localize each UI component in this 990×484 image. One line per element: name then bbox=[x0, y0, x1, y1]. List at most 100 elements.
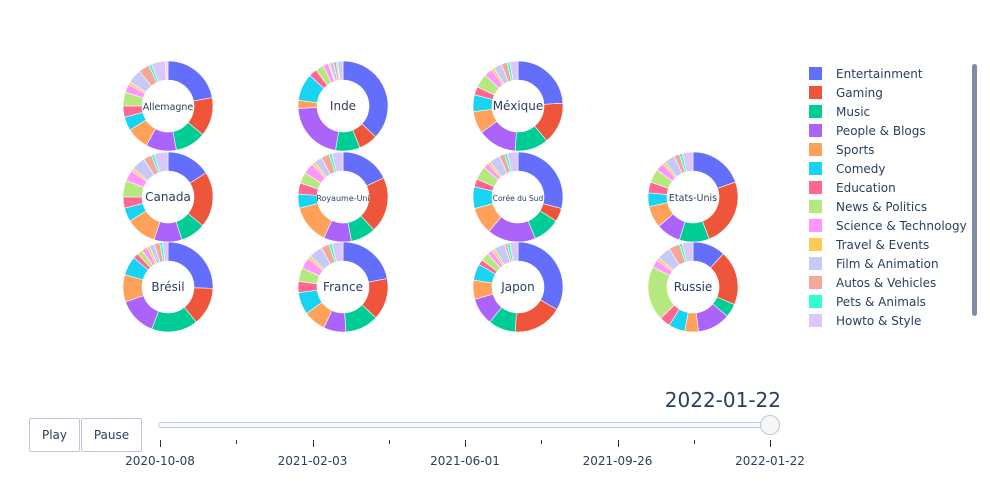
legend-swatch bbox=[809, 257, 822, 270]
legend-label: Music bbox=[836, 104, 871, 119]
slice-howto-style[interactable] bbox=[331, 151, 344, 173]
slice-howto-style[interactable] bbox=[509, 241, 519, 262]
slider-tick-label[interactable]: 2022-01-22 bbox=[735, 454, 805, 468]
legend-swatch bbox=[809, 200, 822, 213]
slider-tick-label[interactable]: 2020-10-08 bbox=[125, 454, 195, 468]
donut-center-label: Brésil bbox=[151, 280, 184, 294]
legend-item[interactable]: Entertainment bbox=[804, 64, 923, 83]
legend-swatch bbox=[809, 86, 822, 99]
legend-label: Entertainment bbox=[836, 66, 923, 81]
legend-item[interactable]: Gaming bbox=[804, 83, 883, 102]
slider-minor-tick bbox=[693, 440, 695, 444]
slider-track[interactable] bbox=[158, 422, 774, 428]
slice-howto-style[interactable] bbox=[337, 60, 344, 81]
slice-gaming[interactable] bbox=[702, 181, 739, 240]
legend-swatch bbox=[809, 238, 822, 251]
slider-major-tick bbox=[465, 440, 466, 447]
donut-br-sil[interactable]: Brésil bbox=[122, 241, 214, 333]
slice-howto-style[interactable] bbox=[153, 151, 169, 173]
slice-entertainment[interactable] bbox=[517, 241, 564, 310]
legend-item[interactable]: Comedy bbox=[804, 159, 886, 178]
slice-howto-style[interactable] bbox=[162, 241, 169, 262]
legend-item[interactable]: News & Politics bbox=[804, 197, 927, 216]
slider-tick-label[interactable]: 2021-06-01 bbox=[430, 454, 500, 468]
slice-howto-style[interactable] bbox=[681, 241, 694, 263]
slice-entertainment[interactable] bbox=[692, 151, 736, 189]
legend-label: Science & Technology bbox=[836, 218, 967, 233]
legend-label: Sports bbox=[836, 142, 875, 157]
donut-japon[interactable]: Japon bbox=[472, 241, 564, 333]
slider-handle[interactable] bbox=[760, 415, 780, 435]
donut-center-label: Japon bbox=[500, 280, 534, 294]
legend-label: Education bbox=[836, 180, 896, 195]
donut-center-label: Allemagne bbox=[143, 102, 194, 113]
slice-entertainment[interactable] bbox=[342, 241, 388, 283]
legend-label: Autos & Vehicles bbox=[836, 275, 937, 290]
play-button[interactable]: Play bbox=[29, 418, 80, 452]
donut-france[interactable]: France bbox=[297, 241, 389, 333]
legend-label: Howto & Style bbox=[836, 313, 922, 328]
slider-major-tick bbox=[312, 440, 314, 447]
legend-label: Film & Animation bbox=[836, 256, 939, 271]
donut-center-label: Inde bbox=[330, 99, 356, 113]
donut-center-label: Etats-Unis bbox=[669, 193, 717, 204]
slice-entertainment[interactable] bbox=[517, 60, 564, 105]
legend-item[interactable]: Sports bbox=[804, 140, 874, 159]
slider-major-tick bbox=[770, 440, 771, 447]
legend-swatch bbox=[809, 67, 822, 80]
slider-tick-label[interactable]: 2021-09-26 bbox=[582, 454, 653, 468]
donut-center-label: France bbox=[323, 280, 363, 294]
legend-scrollbar[interactable] bbox=[972, 64, 977, 316]
legend-item[interactable]: Travel & Events bbox=[804, 235, 929, 254]
slider-minor-tick bbox=[236, 440, 238, 444]
slider-minor-tick bbox=[388, 440, 390, 444]
slice-howto-style[interactable] bbox=[331, 241, 344, 263]
donut-etats-unis[interactable]: Etats-Unis bbox=[647, 151, 739, 243]
slider-major-tick bbox=[160, 440, 161, 447]
slider-tick-label[interactable]: 2021-02-03 bbox=[277, 454, 348, 468]
donut-center-label: Russie bbox=[674, 280, 713, 294]
legend-swatch bbox=[809, 143, 822, 156]
slice-people-blogs[interactable] bbox=[297, 107, 339, 151]
slice-howto-style[interactable] bbox=[506, 151, 519, 173]
legend-label: Travel & Events bbox=[836, 237, 930, 252]
legend: Entertainment Gaming Music People & Blogs Sp… bbox=[804, 64, 979, 328]
donut-canada[interactable]: Canada bbox=[122, 151, 214, 243]
slice-people-blogs[interactable] bbox=[125, 295, 159, 330]
donut-royaume-uni[interactable]: Royaume-Uni bbox=[297, 151, 389, 243]
legend-label: Comedy bbox=[836, 161, 886, 176]
legend-item[interactable]: Film & Animation bbox=[804, 254, 939, 273]
legend-swatch bbox=[809, 219, 822, 232]
legend-item[interactable]: Education bbox=[804, 178, 896, 197]
legend-swatch bbox=[809, 276, 822, 289]
legend-label: Pets & Animals bbox=[836, 294, 926, 309]
slice-howto-style[interactable] bbox=[681, 151, 694, 173]
donut-russie[interactable]: Russie bbox=[647, 241, 739, 333]
legend-swatch bbox=[809, 181, 822, 194]
legend-swatch bbox=[809, 162, 822, 175]
slider-minor-tick bbox=[541, 440, 543, 444]
donut-inde[interactable]: Inde bbox=[297, 60, 389, 152]
legend-swatch bbox=[809, 105, 822, 118]
donut-center-label: Canada bbox=[145, 190, 191, 204]
legend-item[interactable]: Pets & Animals bbox=[804, 292, 926, 311]
legend-label: Gaming bbox=[836, 85, 883, 100]
legend-item[interactable]: Music bbox=[804, 102, 870, 121]
legend-item[interactable]: People & Blogs bbox=[804, 121, 926, 140]
donut-m-xique[interactable]: Méxique bbox=[472, 60, 564, 152]
slider-major-tick bbox=[617, 440, 619, 447]
donut-allemagne[interactable]: Allemagne bbox=[122, 60, 214, 152]
slice-nonprofits-activism[interactable] bbox=[164, 60, 169, 81]
pause-button[interactable]: Pause bbox=[81, 418, 142, 452]
legend-swatch bbox=[809, 295, 822, 308]
donut-center-label: Méxique bbox=[493, 99, 544, 113]
legend-item[interactable]: Howto & Style bbox=[804, 311, 921, 330]
legend-swatch bbox=[809, 124, 822, 137]
legend-item[interactable]: Autos & Vehicles bbox=[804, 273, 936, 292]
donut-center-label: Corée du Sud bbox=[493, 194, 544, 203]
slice-entertainment[interactable] bbox=[167, 60, 213, 102]
legend-item[interactable]: Science & Technology bbox=[804, 216, 967, 235]
slice-howto-style[interactable] bbox=[509, 60, 519, 81]
donut-cor-e-du-sud[interactable]: Corée du Sud bbox=[472, 151, 564, 243]
